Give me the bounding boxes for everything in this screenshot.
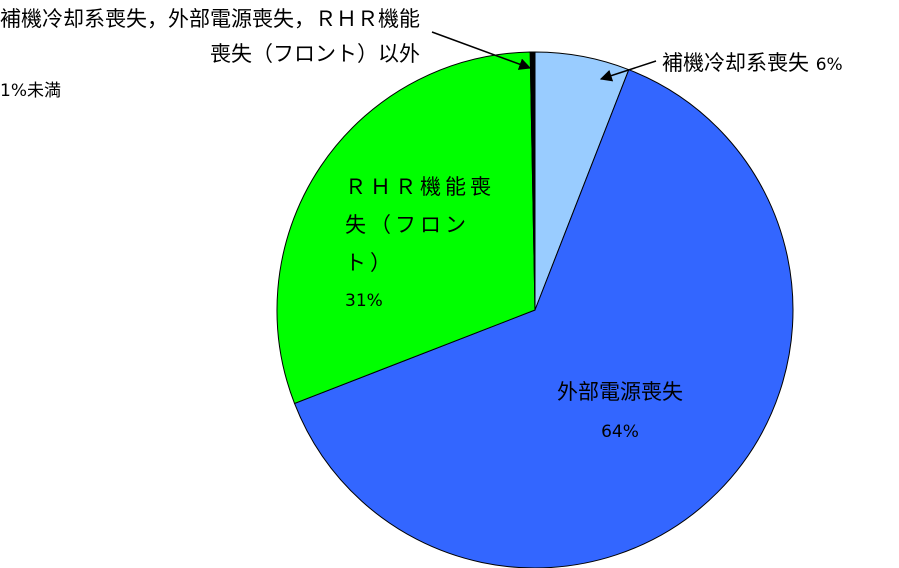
- leader-arrow: [599, 60, 657, 82]
- pie-slice: [293, 69, 794, 568]
- slice-label: ＲＨＲ機能喪失（フロント）: [345, 175, 495, 275]
- leader-arrow: [431, 31, 532, 70]
- slices: [276, 51, 794, 568]
- slice-value-label: 64%: [601, 422, 639, 442]
- slice-label-group: 外部電源喪失 64%: [520, 372, 720, 452]
- slice-label: 補機冷却系喪失: [662, 51, 809, 75]
- slice-value-label: 31%: [345, 291, 383, 311]
- slice-value-label: 1%未満: [0, 81, 61, 101]
- slice-label-group: ＲＨＲ機能喪失（フロント） 31%: [345, 168, 497, 320]
- slice-label-group: 補機冷却系喪失 6%: [662, 46, 843, 83]
- slice-label: 補機冷却系喪失，外部電源喪失，ＲＨＲ機能喪失（フロント）以外: [0, 7, 420, 66]
- slice-value-label: 6%: [815, 55, 843, 75]
- pie-slice: [529, 51, 536, 311]
- pie-slice: [276, 51, 536, 405]
- slice-label: 外部電源喪失: [557, 380, 683, 404]
